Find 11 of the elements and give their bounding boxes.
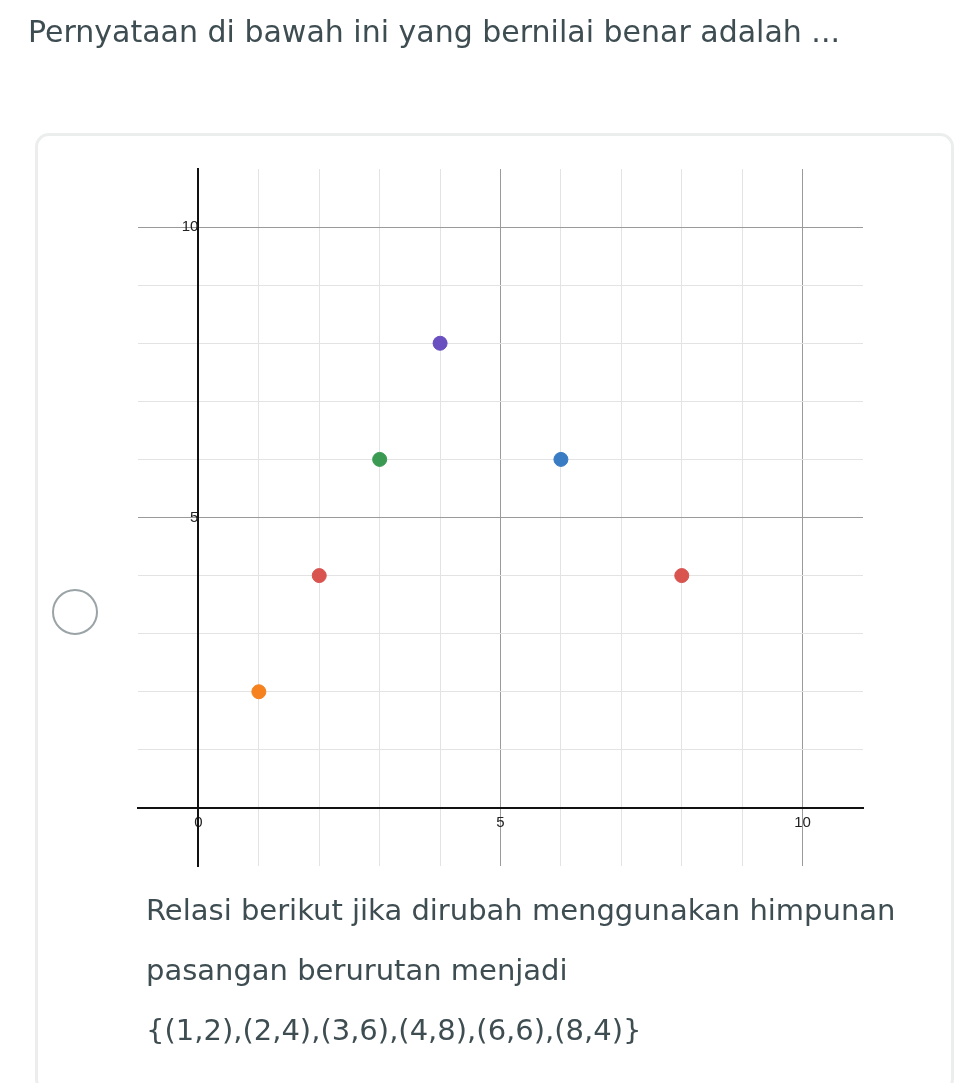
text: Relasi berikut jika dirubah menggunakan himpunan pasangan berurutan menjadi xyxy=(146,892,897,989)
x-tick-label: 5 xyxy=(496,813,505,831)
point xyxy=(372,451,388,467)
point xyxy=(674,568,690,584)
text: {(1,2),(2,4),(3,6),(4,8),(6,6),(8,4)} xyxy=(146,1012,643,1049)
point xyxy=(311,568,327,584)
point xyxy=(251,684,267,700)
point xyxy=(553,451,569,467)
x-tick-label: 10 xyxy=(794,813,811,831)
point xyxy=(432,335,448,351)
chart-title: Pernyataan di bawah ini yang bernilai benar adalah ... xyxy=(28,14,840,49)
